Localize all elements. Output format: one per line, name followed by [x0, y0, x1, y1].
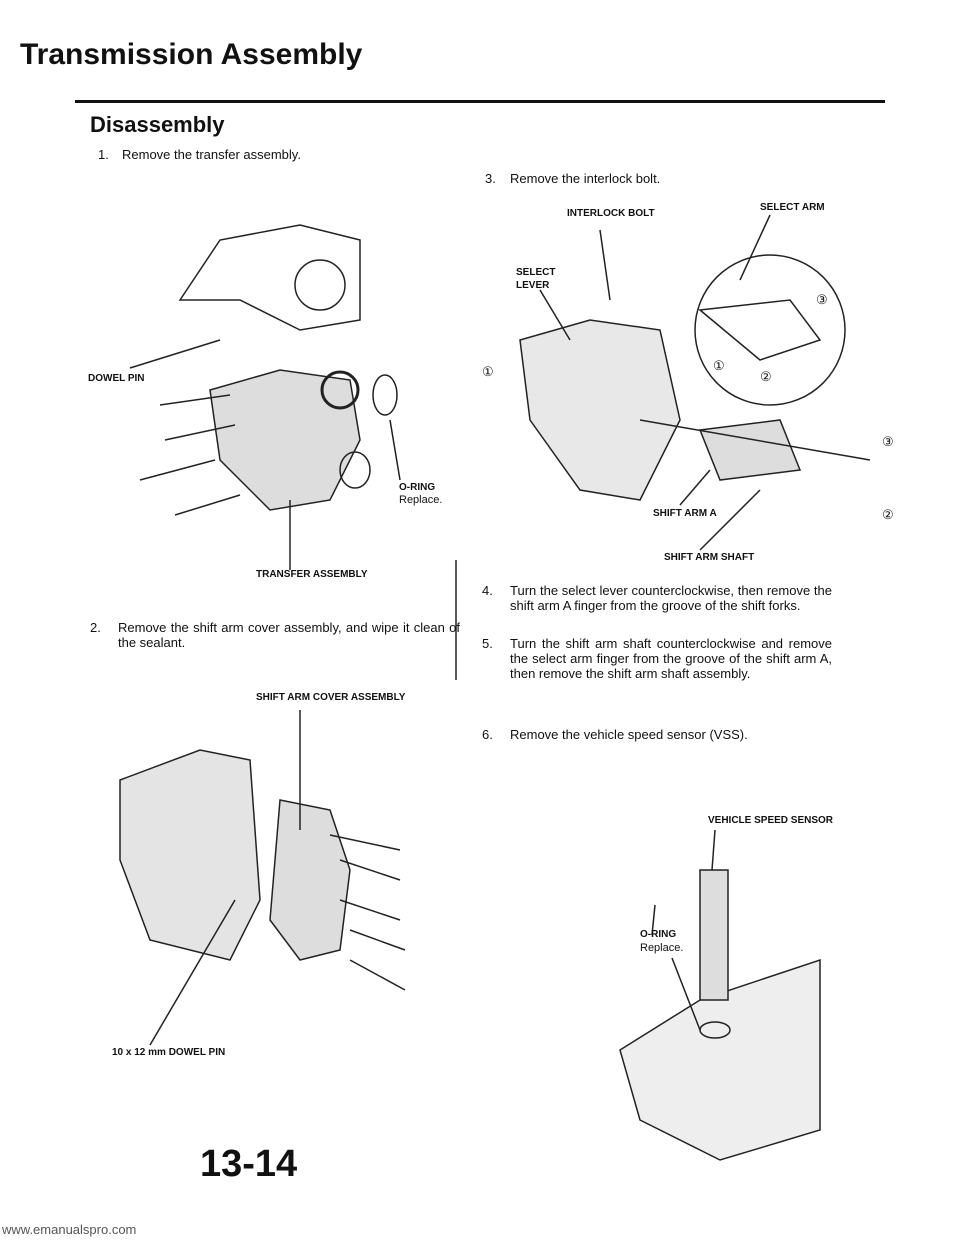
figure-label: VEHICLE SPEED SENSOR: [708, 815, 834, 826]
website: www.emanualspro.com: [2, 1222, 137, 1237]
callout-number: ①: [482, 364, 494, 379]
transfer-illustration: [129, 224, 401, 570]
figure-label: SELECT ARM: [760, 202, 825, 213]
callout-number: ②: [882, 507, 894, 522]
callout-number: ②: [760, 369, 772, 384]
figure-label: O-RING: [399, 482, 436, 493]
figure-label: INTERLOCK BOLT: [567, 208, 655, 219]
header-rule: [75, 100, 885, 103]
callout-number: ①: [713, 358, 725, 373]
step-number: 4.: [482, 583, 493, 598]
figure-label: Replace.: [640, 942, 684, 954]
cover-illustration: [119, 710, 406, 1046]
step-number: 3.: [485, 171, 496, 186]
figure-label: SHIFT ARM SHAFT: [664, 552, 755, 563]
step-text: Turn the shift arm shaft counterclockwis…: [510, 636, 832, 681]
step-text: Remove the vehicle speed sensor (VSS).: [510, 727, 748, 742]
figure-label: 10 x 12 mm DOWEL PIN: [112, 1047, 226, 1058]
figure-label: O-RING: [640, 929, 677, 940]
figure-label: TRANSFER ASSEMBLY: [256, 569, 368, 580]
figure-label: DOWEL PIN: [88, 373, 145, 384]
figure-label: SELECT LEVER: [516, 267, 556, 291]
figure-label: Replace.: [399, 494, 443, 506]
step-number: 1.: [98, 147, 109, 162]
page-number: 13-14: [200, 1143, 298, 1185]
figure-label: SHIFT ARM COVER ASSEMBLY: [256, 692, 406, 703]
step-text: Remove the transfer assembly.: [122, 147, 301, 162]
vss-illustration: [619, 829, 821, 1161]
step-number: 5.: [482, 636, 493, 651]
figure-label: SHIFT ARM A: [653, 508, 717, 519]
callout-number: ③: [882, 434, 894, 449]
section-title: Disassembly: [90, 112, 225, 137]
step-text: Turn the select lever counterclockwise, …: [510, 583, 832, 613]
page-title: Transmission Assembly: [20, 38, 363, 71]
interlock-illustration: [519, 214, 871, 551]
step-text: Remove the shift arm cover assembly, and…: [118, 620, 460, 650]
step-number: 6.: [482, 727, 493, 742]
step-number: 2.: [90, 620, 101, 635]
step-text: Remove the interlock bolt.: [510, 171, 661, 186]
callout-number: ③: [816, 292, 828, 307]
